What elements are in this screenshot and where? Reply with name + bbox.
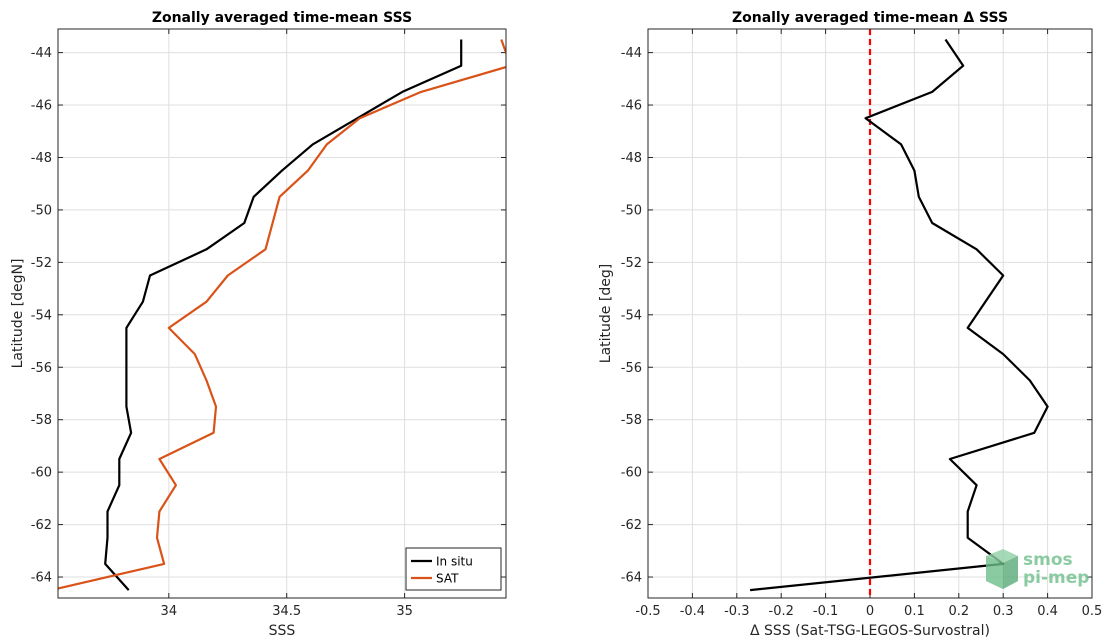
series-line-in-situ [104, 39, 463, 591]
y-tick-label: -48 [621, 151, 642, 166]
y-tick-label: -50 [31, 203, 52, 218]
y-tick-label: -58 [31, 413, 52, 428]
axes-frame [57, 28, 507, 599]
y-tick-label: -44 [621, 46, 642, 61]
series-group [749, 38, 1049, 592]
legend: In situ SAT [405, 547, 502, 591]
y-tick-label: -56 [621, 361, 642, 376]
x-tick-label: -0.2 [769, 604, 794, 619]
series-group [58, 39, 506, 591]
y-tick-label: -52 [621, 256, 642, 271]
y-tick-label: -62 [621, 518, 642, 533]
y-tick-label: -52 [31, 256, 52, 271]
x-tick-label: -0.4 [680, 604, 705, 619]
legend-label: In situ [436, 555, 473, 569]
x-tick-label: 0.1 [904, 604, 925, 619]
y-tick-label: -60 [31, 466, 52, 481]
y-axis-label: Latitude [deg] [598, 264, 614, 363]
chart-title: Zonally averaged time-mean Δ SSS [732, 10, 1008, 26]
right-chart-panel: -0.5 -0.4 -0.3 -0.2 -0.1 0 0.1 0.2 0.3 0.4 0.5 -64 -… [598, 10, 1102, 639]
x-tick-label: 0.5 [1082, 604, 1103, 619]
series-line-sat [58, 39, 506, 590]
x-axis-label: SSS [269, 623, 296, 639]
y-axis-label: Latitude [degN] [10, 259, 26, 369]
x-tick-label: 34 [161, 604, 178, 619]
chart-title: Zonally averaged time-mean SSS [152, 10, 412, 26]
y-tick-label: -50 [621, 203, 642, 218]
x-tick-label: -0.3 [724, 604, 749, 619]
axes-frame [647, 28, 1093, 599]
y-tick-label: -64 [31, 571, 52, 586]
y-tick-label: -46 [31, 99, 52, 114]
smos-logo-icon [986, 549, 1018, 589]
y-tick-label: -58 [621, 413, 642, 428]
y-tick-label: -56 [31, 361, 52, 376]
x-tick-label: 35 [396, 604, 413, 619]
x-axis-label: Δ SSS (Sat-TSG-LEGOS-Survostral) [750, 623, 990, 639]
x-tick-label: -0.1 [813, 604, 838, 619]
y-tick-label: -46 [621, 99, 642, 114]
x-tick-label: 0 [866, 604, 874, 619]
x-tick-label: 0.4 [1037, 604, 1058, 619]
y-tick-label: -62 [31, 518, 52, 533]
x-tick-label: -0.5 [635, 604, 660, 619]
y-tick-label: -64 [621, 571, 642, 586]
legend-box [405, 547, 502, 591]
smos-pimep-watermark: smos pi-mep [986, 549, 1089, 589]
legend-label: SAT [436, 572, 459, 586]
series-line-0 [749, 38, 1049, 592]
y-tick-label: -48 [31, 151, 52, 166]
x-tick-label: 0.3 [993, 604, 1014, 619]
y-tick-label: -54 [31, 308, 52, 323]
plot-area [58, 29, 506, 598]
left-chart-panel: 34 34.5 35 -64 -62 -60 -58 -56 -54 -52 -50 -48 -46 -4… [10, 10, 507, 639]
watermark-line1: smos [1023, 550, 1073, 570]
y-tick-label: -54 [621, 308, 642, 323]
x-tick-label: 0.2 [948, 604, 969, 619]
y-tick-label: -60 [621, 466, 642, 481]
watermark-line2: pi-mep [1023, 568, 1089, 588]
y-tick-label: -44 [31, 46, 52, 61]
x-tick-label: 34.5 [272, 604, 301, 619]
